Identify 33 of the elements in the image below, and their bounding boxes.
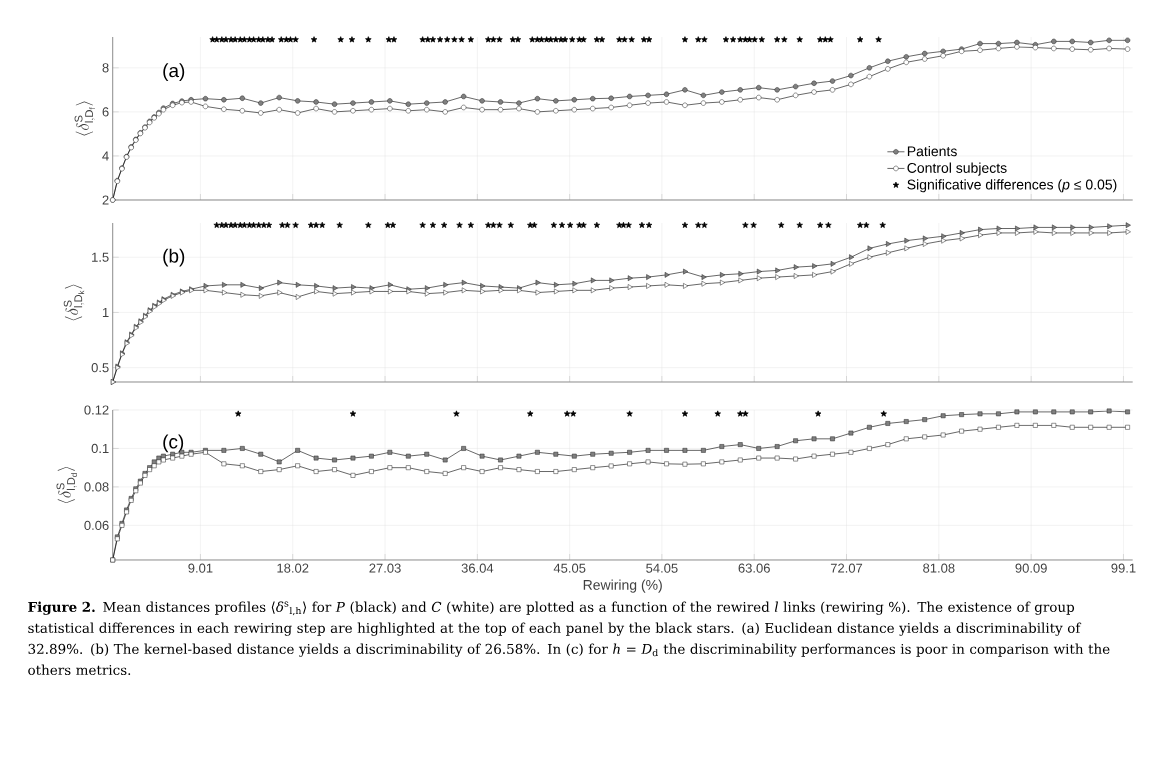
annotation: (b)	[163, 248, 185, 267]
y-axis-title: $\langle\delta^{\mathrm{S}}_{\mathrm{l,D_d}}\rangle$	[56, 466, 77, 504]
y-axis-title: $\langle\delta^{\mathrm{S}}_{\mathrm{l,D_f}}\rangle$	[74, 101, 96, 136]
y-tick-label: 0.06	[84, 520, 109, 530]
x-tick-label: 18.02	[277, 563, 309, 573]
x-tick-label: 36.04	[461, 563, 494, 573]
annotation: (a)	[163, 63, 185, 82]
x-axis-title: Rewiring (%)	[583, 579, 662, 593]
legend-label: Control subjects	[907, 162, 1007, 176]
legend-label: Significative differences (p ≤ 0.05)	[907, 179, 1117, 193]
y-tick-label: 0.1	[91, 443, 109, 454]
y-tick-label: 1.5	[92, 252, 109, 262]
x-tick-label: 54.05	[646, 563, 678, 573]
annotation: (c)	[163, 434, 184, 453]
y-tick-label: 0.08	[84, 482, 109, 492]
x-tick-label: 45.05	[553, 563, 586, 573]
y-axis-title: $\langle\delta^{\mathrm{S}}_{\mathrm{l,D_k}}\rangle$	[63, 284, 85, 321]
x-tick-label: 99.1	[1111, 563, 1136, 573]
x-tick-label: 63.06	[738, 563, 770, 573]
legend-label: Patients	[907, 145, 957, 157]
y-tick-label: 6	[102, 107, 109, 117]
x-tick-label: 81.08	[923, 563, 955, 573]
x-tick-label: 90.09	[1015, 563, 1047, 573]
y-tick-label: 2	[102, 195, 109, 205]
y-tick-label: 8	[102, 63, 109, 73]
y-tick-label: 0.12	[84, 405, 109, 415]
y-tick-label: 0.5	[91, 363, 109, 373]
text: Figure 2. Mean distances profiles ⟨δ$^{s}$$_{l,h}$⟩ for P (black) and C (white) are plotted as a function of the rewired l links (rewiring %). The existence of group statistical differences in each rewiring step are highlighted at the top of each panel by the black stars. (a) Euclidean distance yields a discriminability of 32.89%. (b) The kernel-based distance yields a discriminability of 26.58%. In (c) for h = D$_{d}$ the discriminability performances is poor in comparison with the others metrics.	[28, 601, 1110, 676]
y-tick-label: 4	[102, 151, 109, 161]
x-tick-label: 72.07	[830, 563, 863, 573]
x-tick-label: 9.01	[188, 563, 213, 573]
x-tick-label: 27.03	[369, 563, 401, 573]
y-tick-label: 1	[102, 307, 109, 317]
